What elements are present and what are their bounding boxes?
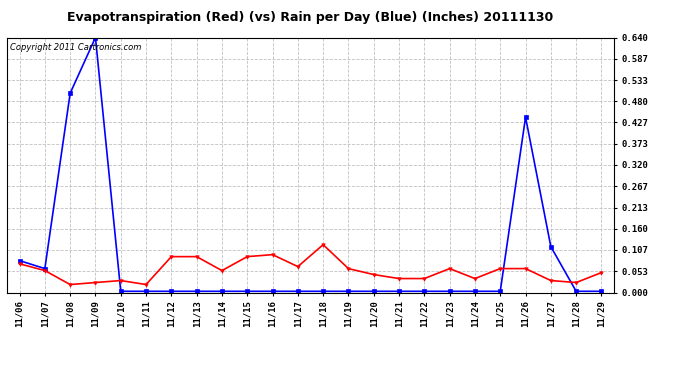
Text: Evapotranspiration (Red) (vs) Rain per Day (Blue) (Inches) 20111130: Evapotranspiration (Red) (vs) Rain per D… xyxy=(68,11,553,24)
Text: Copyright 2011 Cartronics.com: Copyright 2011 Cartronics.com xyxy=(10,43,141,52)
